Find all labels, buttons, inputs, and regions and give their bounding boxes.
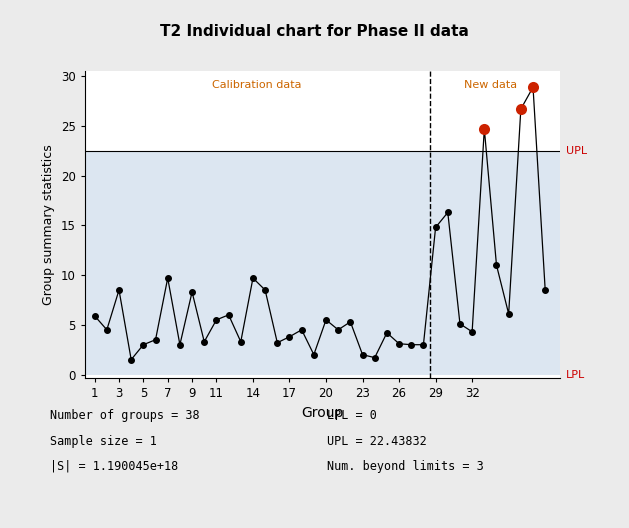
Text: Calibration data: Calibration data: [213, 80, 302, 90]
Text: Number of groups = 38: Number of groups = 38: [50, 409, 200, 422]
X-axis label: Group: Group: [301, 407, 343, 420]
Text: LPL: LPL: [566, 370, 585, 380]
Text: |S| = 1.190045e+18: |S| = 1.190045e+18: [50, 460, 179, 473]
Text: LPL = 0: LPL = 0: [327, 409, 377, 422]
Text: Num. beyond limits = 3: Num. beyond limits = 3: [327, 460, 484, 473]
Text: Sample size = 1: Sample size = 1: [50, 435, 157, 448]
Text: New data: New data: [464, 80, 517, 90]
Text: T2 Individual chart for Phase II data: T2 Individual chart for Phase II data: [160, 24, 469, 39]
Y-axis label: Group summary statistics: Group summary statistics: [42, 144, 55, 305]
Text: UPL = 22.43832: UPL = 22.43832: [327, 435, 427, 448]
Text: UPL: UPL: [566, 146, 587, 156]
Bar: [85, 152, 560, 374]
